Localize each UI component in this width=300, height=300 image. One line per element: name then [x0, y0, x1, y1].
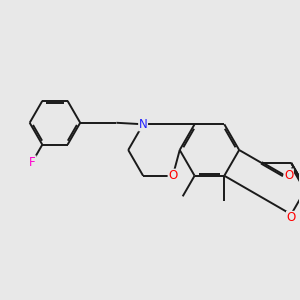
Text: N: N — [139, 118, 148, 131]
Text: O: O — [284, 169, 293, 182]
Text: O: O — [168, 169, 178, 182]
Text: F: F — [29, 156, 36, 169]
Text: O: O — [286, 212, 296, 224]
